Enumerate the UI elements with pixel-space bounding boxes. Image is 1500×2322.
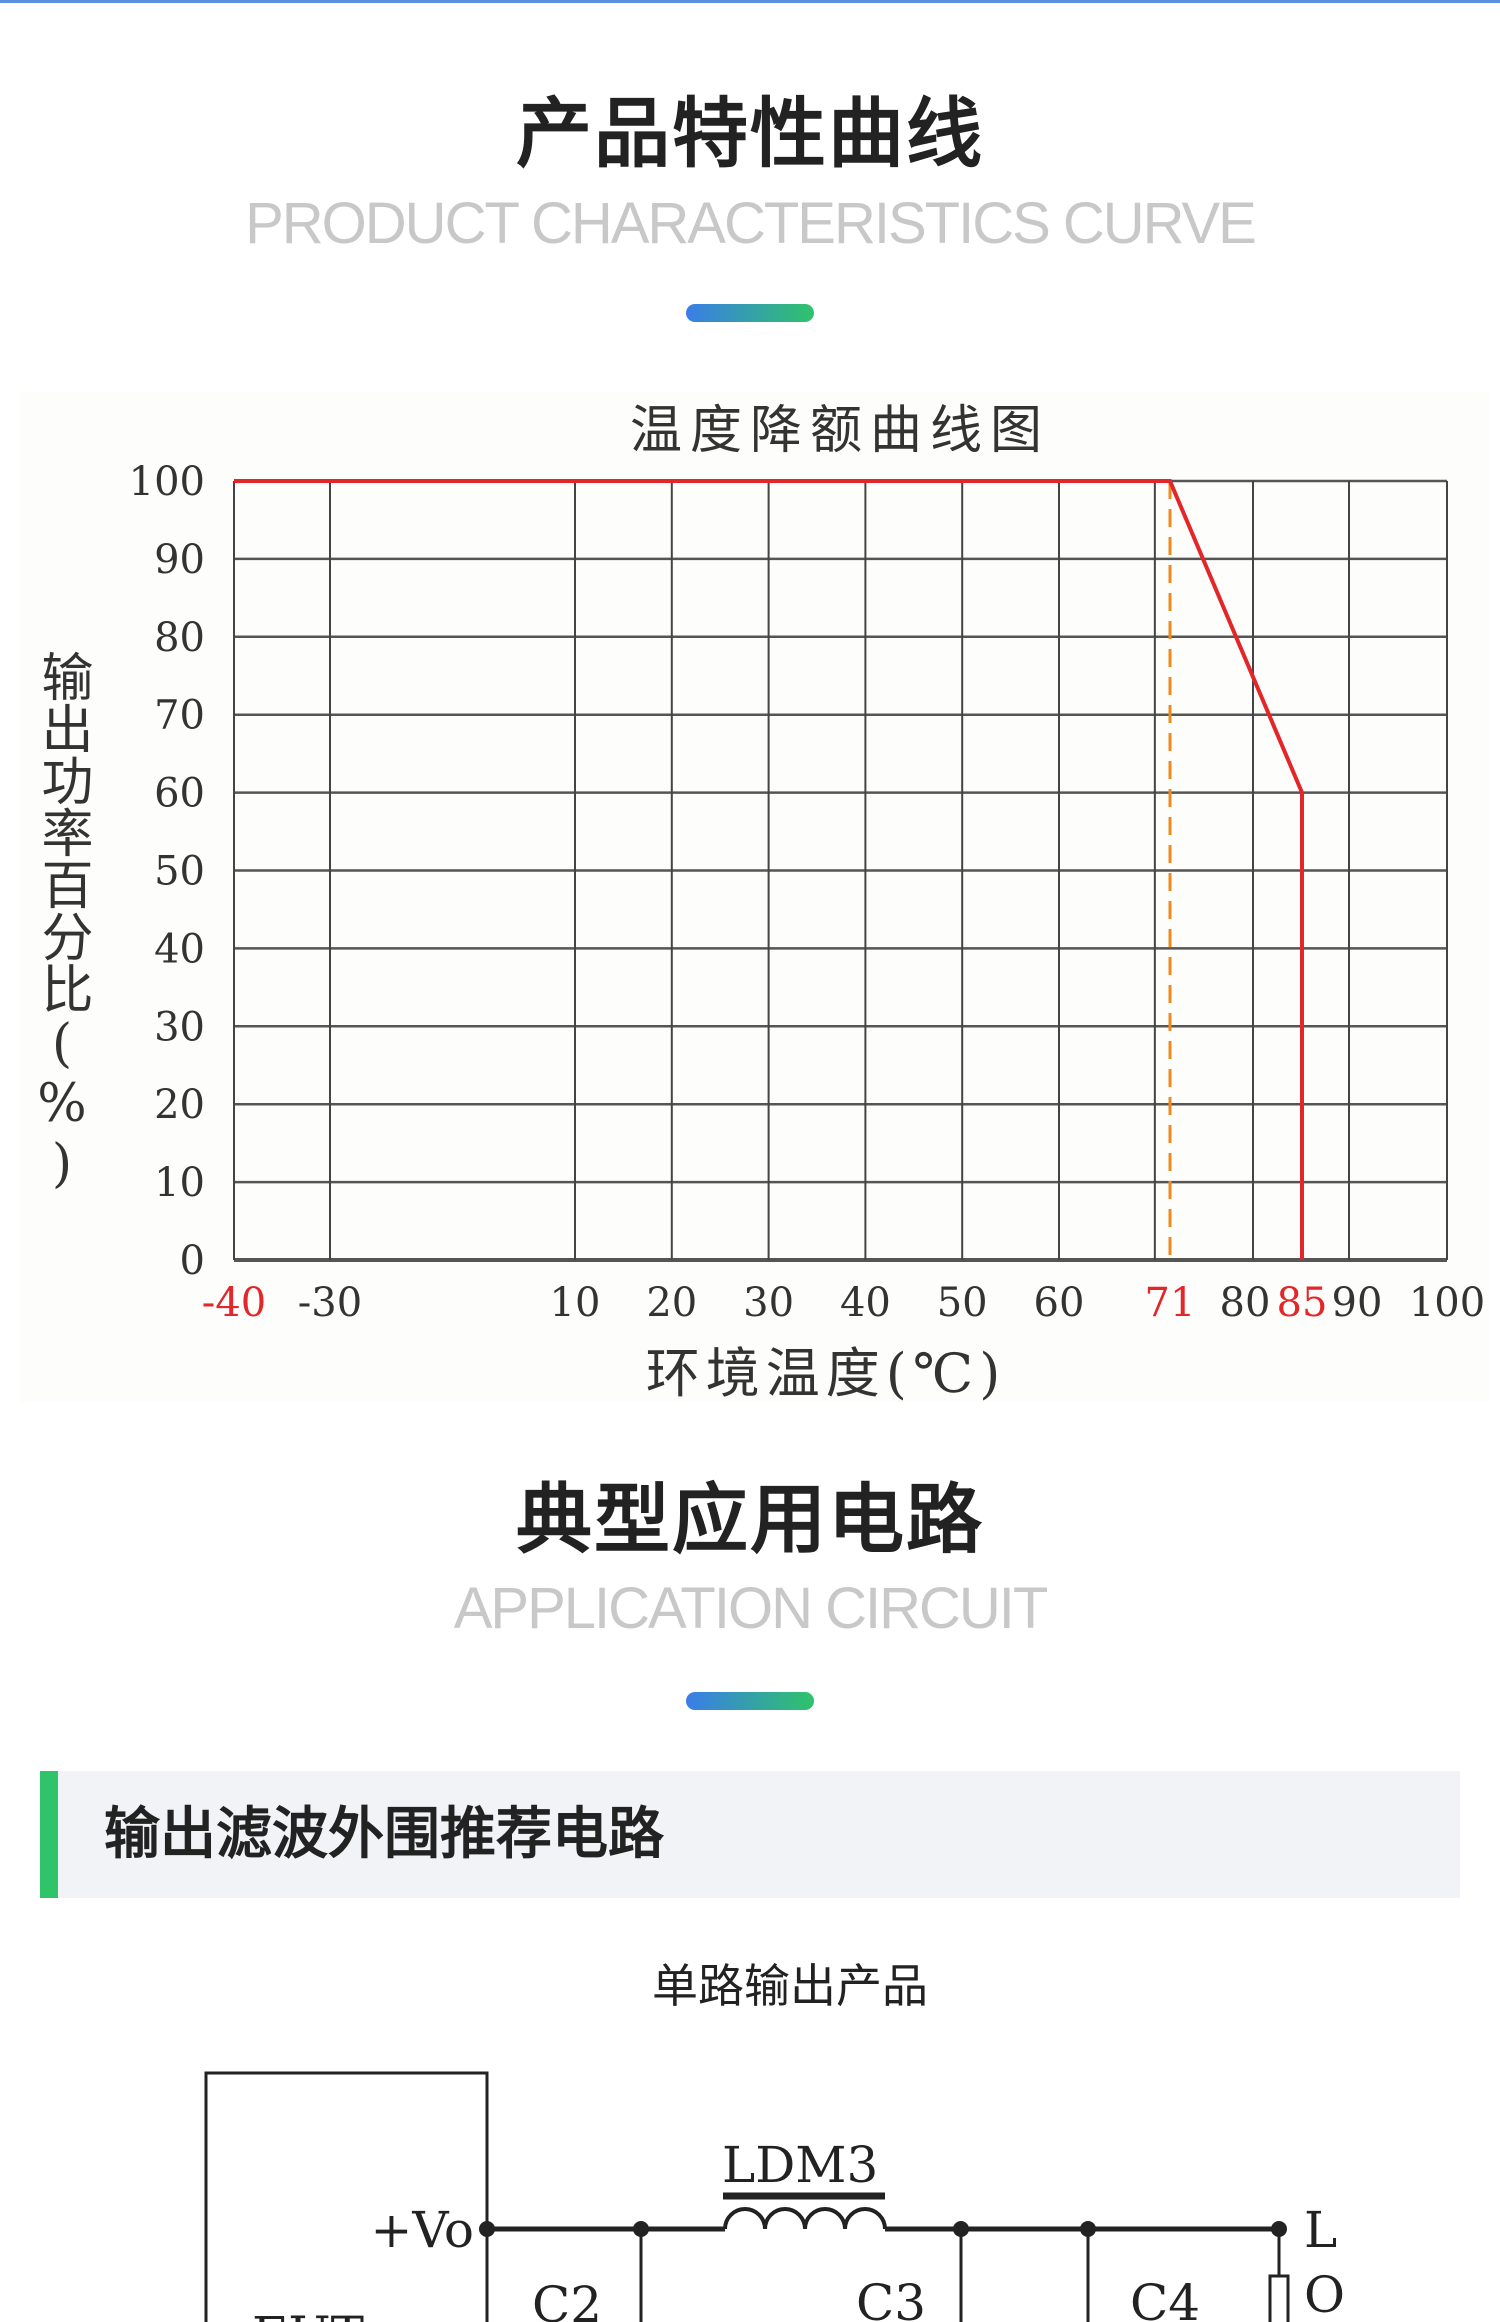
header-accent	[40, 1771, 58, 1898]
y-tick-label: 90	[154, 537, 205, 583]
y-axis-label: 输出功率百分比(%)	[32, 650, 92, 1194]
node	[1271, 2221, 1287, 2237]
y-tick-label: 100	[129, 459, 205, 505]
y-tick-label: 50	[154, 849, 205, 895]
x-tick-label: 80	[1220, 1280, 1271, 1326]
c3-label: C3	[856, 2274, 926, 2322]
x-tick-label: 50	[937, 1280, 988, 1326]
y-tick-label: 40	[154, 926, 205, 972]
title-accent-bar	[686, 304, 814, 322]
load-l-label: L	[1304, 2201, 1337, 2259]
x-tick-label: 40	[840, 1280, 891, 1326]
eut-label: EUT	[252, 2306, 364, 2322]
x-tick-label: -40	[202, 1280, 266, 1326]
x-tick-label: 85	[1277, 1280, 1328, 1326]
node	[479, 2221, 495, 2237]
vo-label: +Vo	[370, 2201, 474, 2259]
y-tick-label: 20	[154, 1082, 205, 1128]
x-tick-label: 20	[646, 1280, 697, 1326]
circuit-diagram: +Vo LDM3 C2 C3 C4 L O EUT	[204, 2071, 1345, 2322]
y-tick-label: 0	[180, 1238, 205, 1284]
x-tick-label: 30	[743, 1280, 794, 1326]
top-divider	[0, 0, 1500, 3]
section-title-2: 典型应用电路	[516, 1475, 984, 1564]
y-tick-label: 30	[154, 1004, 205, 1050]
inductor-ldm3	[723, 2207, 887, 2230]
node	[953, 2221, 969, 2237]
section-subtitle-2: APPLICATION CIRCUIT	[453, 1576, 1049, 1641]
chart-background	[20, 392, 1490, 1402]
eut-box	[204, 2071, 489, 2322]
x-tick-label: 100	[1409, 1280, 1485, 1326]
load-resistor	[1268, 2274, 1290, 2322]
x-tick-label: 60	[1034, 1280, 1085, 1326]
filter-section-heading: 输出滤波外围推荐电路	[104, 1802, 664, 1867]
circuit-subtitle: 单路输出产品	[652, 1959, 928, 2013]
x-tick-label: 10	[550, 1280, 601, 1326]
y-tick-label: 60	[154, 771, 205, 817]
section-title: 产品特性曲线	[516, 89, 984, 178]
x-tick-label: 90	[1332, 1280, 1383, 1326]
node	[1080, 2221, 1096, 2237]
y-tick-label: 70	[154, 693, 205, 739]
c2-label: C2	[532, 2276, 602, 2322]
node	[633, 2221, 649, 2237]
x-tick-label: 71	[1145, 1280, 1196, 1326]
load-o-label: O	[1304, 2266, 1345, 2322]
series-line	[234, 479, 1304, 1260]
derating-chart: 温度降额曲线图 0 10 20 30 40 50 60 70 80 90 100 -40 -30 10 2…	[129, 401, 1486, 1405]
y-tick-label: 80	[154, 615, 205, 661]
section-subtitle: PRODUCT CHARACTERISTICS CURVE	[245, 191, 1257, 256]
x-tick-label: -30	[298, 1280, 362, 1326]
filter-section-header: 输出滤波外围推荐电路	[40, 1771, 1460, 1898]
y-tick-label: 10	[154, 1160, 205, 1206]
x-axis-label: 环境温度(℃)	[646, 1342, 1007, 1405]
chart-title: 温度降额曲线图	[630, 401, 1050, 461]
title-accent-bar-2	[686, 1692, 814, 1710]
c4-label: C4	[1130, 2274, 1200, 2322]
inductor-label: LDM3	[722, 2136, 878, 2194]
